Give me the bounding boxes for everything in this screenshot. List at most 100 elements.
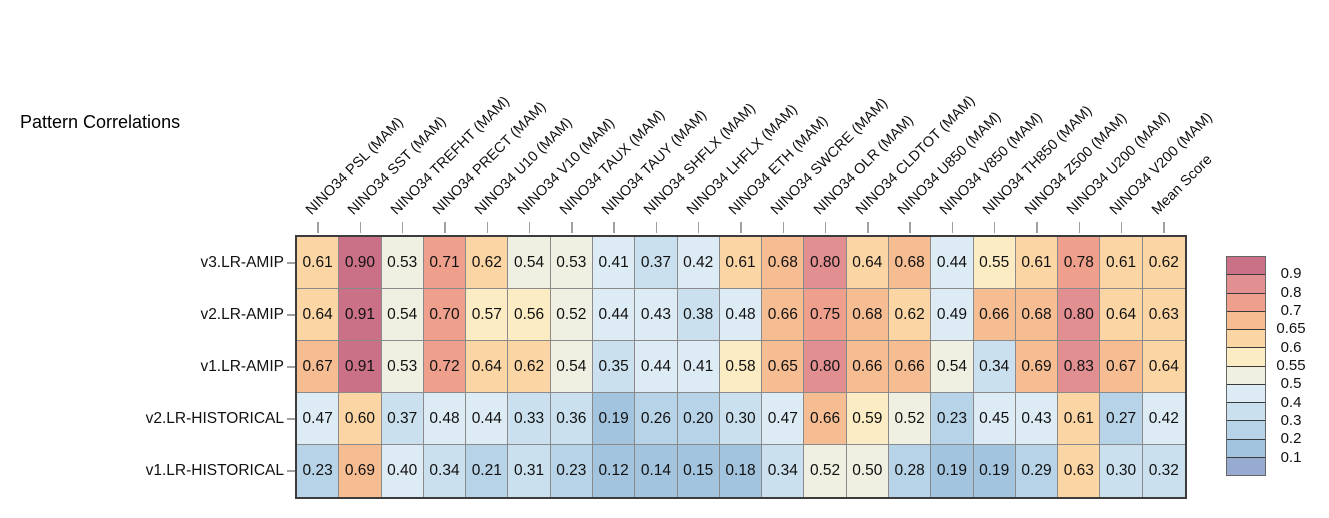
heatmap-cell: 0.64 (466, 341, 509, 393)
heatmap-cell: 0.78 (1058, 237, 1101, 289)
heatmap-cell: 0.69 (1015, 341, 1059, 393)
heatmap-cell: 0.75 (804, 289, 847, 341)
heatmap-cell: 0.44 (931, 237, 974, 289)
heatmap-cell: 0.35 (592, 341, 636, 393)
heatmap-cell: 0.30 (719, 393, 763, 445)
colorbar-tick-label: 0.1 (1280, 448, 1302, 466)
heatmap-cell: 0.62 (888, 289, 932, 341)
colorbar-tick-label: 0.7 (1280, 302, 1302, 319)
heatmap-cell: 0.61 (1100, 237, 1143, 289)
heatmap-cell: 0.49 (931, 289, 974, 341)
colorbar-tick-label: 0.3 (1280, 412, 1302, 429)
heatmap-cell: 0.36 (550, 393, 593, 445)
heatmap-cell: 0.37 (381, 393, 424, 445)
heatmap-cell: 0.68 (846, 289, 889, 341)
heatmap-cell: 0.70 (423, 289, 467, 341)
colorbar-segment (1227, 421, 1265, 440)
heatmap-cell: 0.43 (635, 289, 678, 341)
col-tick-mark (444, 222, 446, 233)
col-tick-mark (1163, 222, 1165, 233)
col-tick-mark (740, 222, 742, 233)
heatmap-cell: 0.59 (846, 393, 889, 445)
heatmap-cell: 0.62 (508, 341, 551, 393)
heatmap-cell: 0.62 (1142, 237, 1185, 289)
heatmap-cell: 0.61 (719, 237, 763, 289)
colorbar (1226, 256, 1266, 476)
heatmap-cell: 0.34 (973, 341, 1016, 393)
col-tick-mark (613, 222, 615, 233)
colorbar-segment (1227, 348, 1265, 367)
heatmap-cell: 0.66 (762, 289, 805, 341)
heatmap-cell: 0.91 (339, 289, 382, 341)
heatmap-cell: 0.12 (592, 445, 636, 497)
colorbar-segment (1227, 439, 1265, 458)
heatmap-cell: 0.33 (508, 393, 551, 445)
col-tick-mark (867, 222, 869, 233)
heatmap-cell: 0.48 (423, 393, 467, 445)
heatmap-cell: 0.38 (677, 289, 720, 341)
colorbar-tick-label: 0.5 (1280, 375, 1302, 393)
heatmap-cell: 0.53 (381, 237, 424, 289)
col-tick-mark (571, 222, 573, 233)
colorbar-segment (1227, 275, 1265, 294)
heatmap-cell: 0.52 (550, 289, 593, 341)
heatmap-cell: 0.67 (1100, 341, 1143, 393)
heatmap-cell: 0.43 (1015, 393, 1059, 445)
row-label: v2.LR-AMIP (200, 306, 284, 323)
heatmap-cell: 0.42 (1142, 393, 1185, 445)
heatmap-cell: 0.14 (635, 445, 678, 497)
col-tick-mark (528, 222, 531, 233)
colorbar-segment (1227, 311, 1265, 330)
heatmap-cell: 0.67 (297, 341, 340, 393)
heatmap-cell: 0.32 (1142, 445, 1185, 497)
heatmap-cell: 0.23 (931, 393, 974, 445)
heatmap-cell: 0.66 (804, 393, 847, 445)
col-tick-mark (824, 222, 827, 233)
heatmap-cell: 0.64 (297, 289, 340, 341)
heatmap-cell: 0.19 (592, 393, 636, 445)
heatmap-cell: 0.19 (931, 445, 974, 497)
heatmap-cell: 0.45 (973, 393, 1016, 445)
heatmap-cell: 0.57 (466, 289, 509, 341)
colorbar-tick-label: 0.2 (1280, 430, 1302, 448)
colorbar-segment (1227, 330, 1265, 349)
colorbar-tick-label: 0.6 (1280, 338, 1302, 356)
heatmap-cell: 0.15 (677, 445, 720, 497)
colorbar-tick-label: 0.4 (1280, 393, 1302, 411)
heatmap-cell: 0.63 (1058, 445, 1101, 497)
heatmap-cell: 0.41 (592, 237, 636, 289)
heatmap-cell: 0.66 (973, 289, 1016, 341)
heatmap-cell: 0.55 (973, 237, 1016, 289)
heatmap-cell: 0.56 (508, 289, 551, 341)
heatmap-cell: 0.68 (1015, 289, 1059, 341)
heatmap-cell: 0.26 (635, 393, 678, 445)
heatmap-cell: 0.47 (762, 393, 805, 445)
colorbar-tick-label: 0.8 (1280, 283, 1302, 301)
heatmap-cell: 0.50 (846, 445, 889, 497)
heatmap-cell: 0.80 (804, 341, 847, 393)
heatmap-cell: 0.52 (804, 445, 847, 497)
heatmap-cell: 0.31 (508, 445, 551, 497)
col-tick-mark (1120, 222, 1123, 233)
heatmap-cell: 0.42 (677, 237, 720, 289)
colorbar-tick-label: 0.55 (1276, 357, 1306, 374)
heatmap-cell: 0.90 (339, 237, 382, 289)
col-tick-mark (909, 222, 911, 233)
col-tick-mark (1036, 222, 1038, 233)
row-label: v1.LR-AMIP (200, 358, 284, 375)
col-tick-mark (782, 222, 785, 233)
row-tick-mark (287, 366, 298, 368)
heatmap-cell: 0.41 (677, 341, 720, 393)
heatmap-cell: 0.23 (297, 445, 340, 497)
colorbar-segment (1227, 366, 1265, 385)
colorbar-tick-label: 0.65 (1276, 320, 1306, 338)
row-label: v1.LR-HISTORICAL (145, 462, 284, 479)
heatmap-cell: 0.30 (1100, 445, 1143, 497)
colorbar-segment (1227, 457, 1265, 475)
heatmap-cell: 0.63 (1142, 289, 1185, 341)
heatmap-cell: 0.20 (677, 393, 720, 445)
heatmap-cell: 0.61 (1058, 393, 1101, 445)
row-tick-mark (287, 470, 298, 472)
heatmap-cell: 0.44 (592, 289, 636, 341)
row-tick-mark (287, 262, 298, 264)
